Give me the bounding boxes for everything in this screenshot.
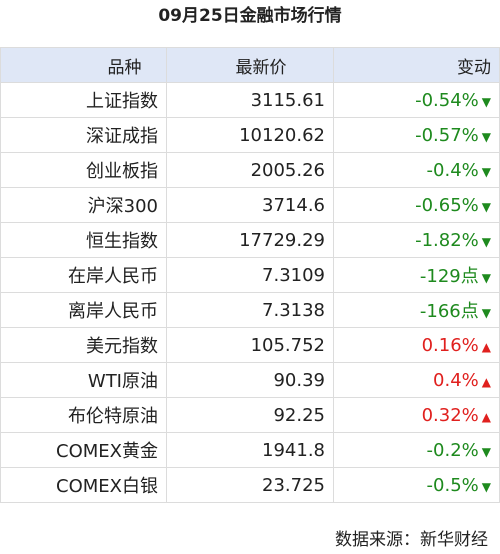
change-cell: -166点 ▼ <box>333 292 500 328</box>
instrument-name: 上证指数 <box>0 82 167 118</box>
latest-price: 3115.61 <box>166 82 334 118</box>
change-value: -0.65% <box>415 194 479 216</box>
trend-arrow: ▲ <box>481 339 491 354</box>
change-cell: -129点 ▼ <box>333 257 500 293</box>
instrument-name: 离岸人民币 <box>0 292 167 328</box>
source-note: 数据来源：新华财经 <box>335 530 488 550</box>
change-cell: -0.5% ▼ <box>333 467 500 503</box>
trend-arrow: ▲ <box>481 374 491 389</box>
latest-price: 1941.8 <box>166 432 334 468</box>
instrument-name: 恒生指数 <box>0 222 167 258</box>
table-row: WTI原油 90.39 0.4% ▲ <box>0 362 500 398</box>
instrument-name: 创业板指 <box>0 152 167 188</box>
latest-price: 10120.62 <box>166 117 334 153</box>
table-row: COMEX白银 23.725 -0.5% ▼ <box>0 467 500 503</box>
change-cell: -1.82% ▼ <box>333 222 500 258</box>
trend-arrow: ▼ <box>481 129 491 144</box>
table-row: 美元指数 105.752 0.16% ▲ <box>0 327 500 363</box>
change-value: 0.4% <box>433 369 479 391</box>
change-value: 0.16% <box>421 334 479 356</box>
change-value: -166点 <box>419 301 479 322</box>
header-row: 品种 最新价 变动 <box>0 47 500 83</box>
table-body: 上证指数 3115.61 -0.54% ▼ 深证成指 10120.62 -0.57% ▼ 创业板… <box>0 82 500 503</box>
table-row: 深证成指 10120.62 -0.57% ▼ <box>0 117 500 153</box>
change-value: -129点 <box>419 266 479 287</box>
change-cell: 0.16% ▲ <box>333 327 500 363</box>
table-row: 沪深300 3714.6 -0.65% ▼ <box>0 187 500 223</box>
instrument-name: COMEX黄金 <box>0 432 167 468</box>
trend-arrow: ▼ <box>481 444 491 459</box>
change-cell: 0.4% ▲ <box>333 362 500 398</box>
table-row: 恒生指数 17729.29 -1.82% ▼ <box>0 222 500 258</box>
instrument-name: WTI原油 <box>0 362 167 398</box>
instrument-name: 在岸人民币 <box>0 257 167 293</box>
instrument-name: 美元指数 <box>0 327 167 363</box>
change-cell: -0.4% ▼ <box>333 152 500 188</box>
table-row: 离岸人民币 7.3138 -166点 ▼ <box>0 292 500 328</box>
market-table: 品种 最新价 变动 上证指数 3115.61 -0.54% ▼ 深证成指 10120.62… <box>0 47 500 503</box>
change-value: -0.4% <box>426 159 479 181</box>
change-value: -0.57% <box>415 124 479 146</box>
change-cell: -0.54% ▼ <box>333 82 500 118</box>
trend-arrow: ▼ <box>481 164 491 179</box>
latest-price: 2005.26 <box>166 152 334 188</box>
latest-price: 7.3138 <box>166 292 334 328</box>
trend-arrow: ▲ <box>481 409 491 424</box>
trend-arrow: ▼ <box>481 234 491 249</box>
latest-price: 105.752 <box>166 327 334 363</box>
column-header: 最新价 <box>166 47 334 83</box>
trend-arrow: ▼ <box>481 479 491 494</box>
change-cell: 0.32% ▲ <box>333 397 500 433</box>
change-value: 0.32% <box>421 404 479 426</box>
change-value: -0.5% <box>426 474 479 496</box>
column-header: 品种 <box>0 47 167 83</box>
trend-arrow: ▼ <box>481 306 491 320</box>
instrument-name: 布伦特原油 <box>0 397 167 433</box>
trend-arrow: ▼ <box>481 271 491 285</box>
latest-price: 3714.6 <box>166 187 334 223</box>
change-value: -0.2% <box>426 439 479 461</box>
change-cell: -0.57% ▼ <box>333 117 500 153</box>
table-row: COMEX黄金 1941.8 -0.2% ▼ <box>0 432 500 468</box>
column-header: 变动 <box>333 47 500 83</box>
instrument-name: 深证成指 <box>0 117 167 153</box>
change-value: -0.54% <box>415 89 479 111</box>
instrument-name: 沪深300 <box>0 187 167 223</box>
trend-arrow: ▼ <box>481 94 491 109</box>
table-row: 创业板指 2005.26 -0.4% ▼ <box>0 152 500 188</box>
latest-price: 90.39 <box>166 362 334 398</box>
instrument-name: COMEX白银 <box>0 467 167 503</box>
change-cell: -0.2% ▼ <box>333 432 500 468</box>
latest-price: 23.725 <box>166 467 334 503</box>
change-value: -1.82% <box>415 229 479 251</box>
latest-price: 92.25 <box>166 397 334 433</box>
table-row: 上证指数 3115.61 -0.54% ▼ <box>0 82 500 118</box>
title: 09月25日金融市场行情 <box>158 6 342 26</box>
trend-arrow: ▼ <box>481 199 491 214</box>
latest-price: 7.3109 <box>166 257 334 293</box>
table-row: 在岸人民币 7.3109 -129点 ▼ <box>0 257 500 293</box>
table-row: 布伦特原油 92.25 0.32% ▲ <box>0 397 500 433</box>
change-cell: -0.65% ▼ <box>333 187 500 223</box>
latest-price: 17729.29 <box>166 222 334 258</box>
